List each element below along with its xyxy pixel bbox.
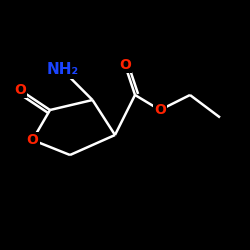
Text: NH₂: NH₂ (46, 62, 78, 78)
Text: O: O (14, 83, 26, 97)
Text: O: O (26, 133, 38, 147)
Text: O: O (154, 103, 166, 117)
Text: O: O (119, 58, 131, 72)
